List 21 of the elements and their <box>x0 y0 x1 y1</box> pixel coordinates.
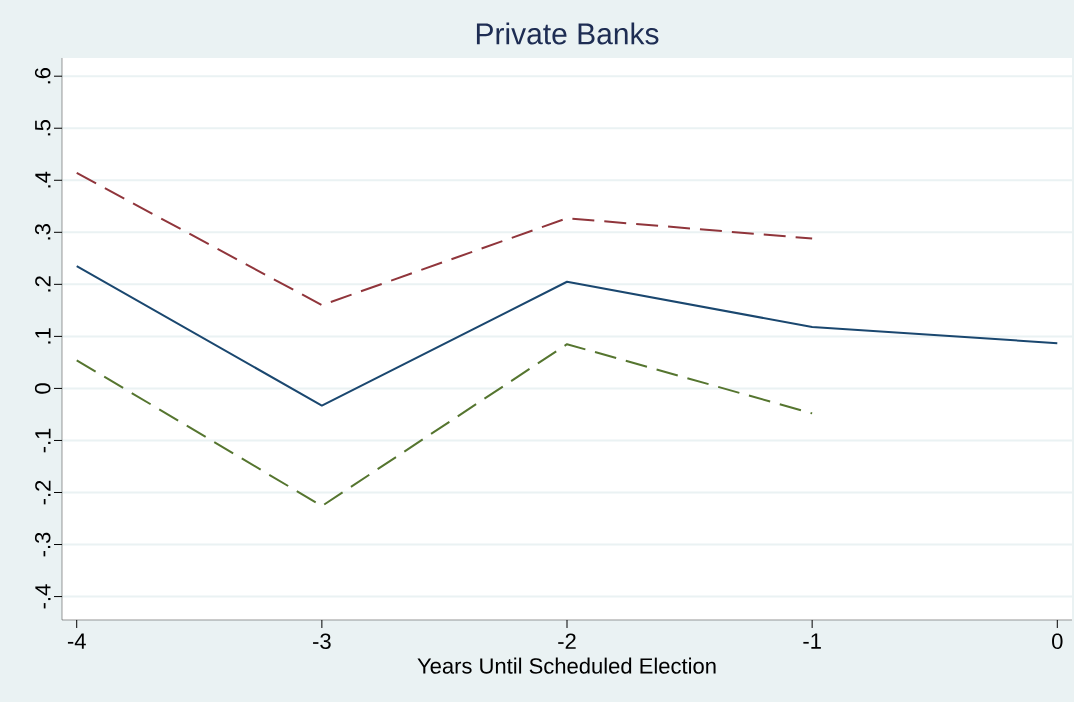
x-tick-label: -2 <box>558 633 576 649</box>
line-series <box>75 171 814 307</box>
y-tick-label: .1 <box>35 328 51 344</box>
x-axis-title: Years Until Scheduled Election <box>417 657 716 674</box>
x-tick-label: -3 <box>313 633 331 650</box>
y-tick-label: .6 <box>34 67 51 84</box>
y-tick-label: .4 <box>35 171 51 188</box>
line-series <box>75 265 1059 407</box>
y-tick-label: .3 <box>34 224 51 240</box>
chart-title: Private Banks <box>476 22 659 45</box>
y-tick-label: 0 <box>34 383 51 394</box>
x-tick-label: -4 <box>67 633 86 649</box>
y-tick-label: .2 <box>35 276 51 292</box>
y-tick-label: .5 <box>35 119 51 136</box>
y-tick-label: -.4 <box>35 584 51 609</box>
y-tick-label: -.1 <box>35 428 51 453</box>
y-tick-label: -.2 <box>35 480 51 505</box>
y-tick-label: -.3 <box>34 532 51 557</box>
x-tick-label: -1 <box>803 633 821 649</box>
x-tick-label: 0 <box>1052 633 1063 650</box>
line-series <box>75 343 814 508</box>
